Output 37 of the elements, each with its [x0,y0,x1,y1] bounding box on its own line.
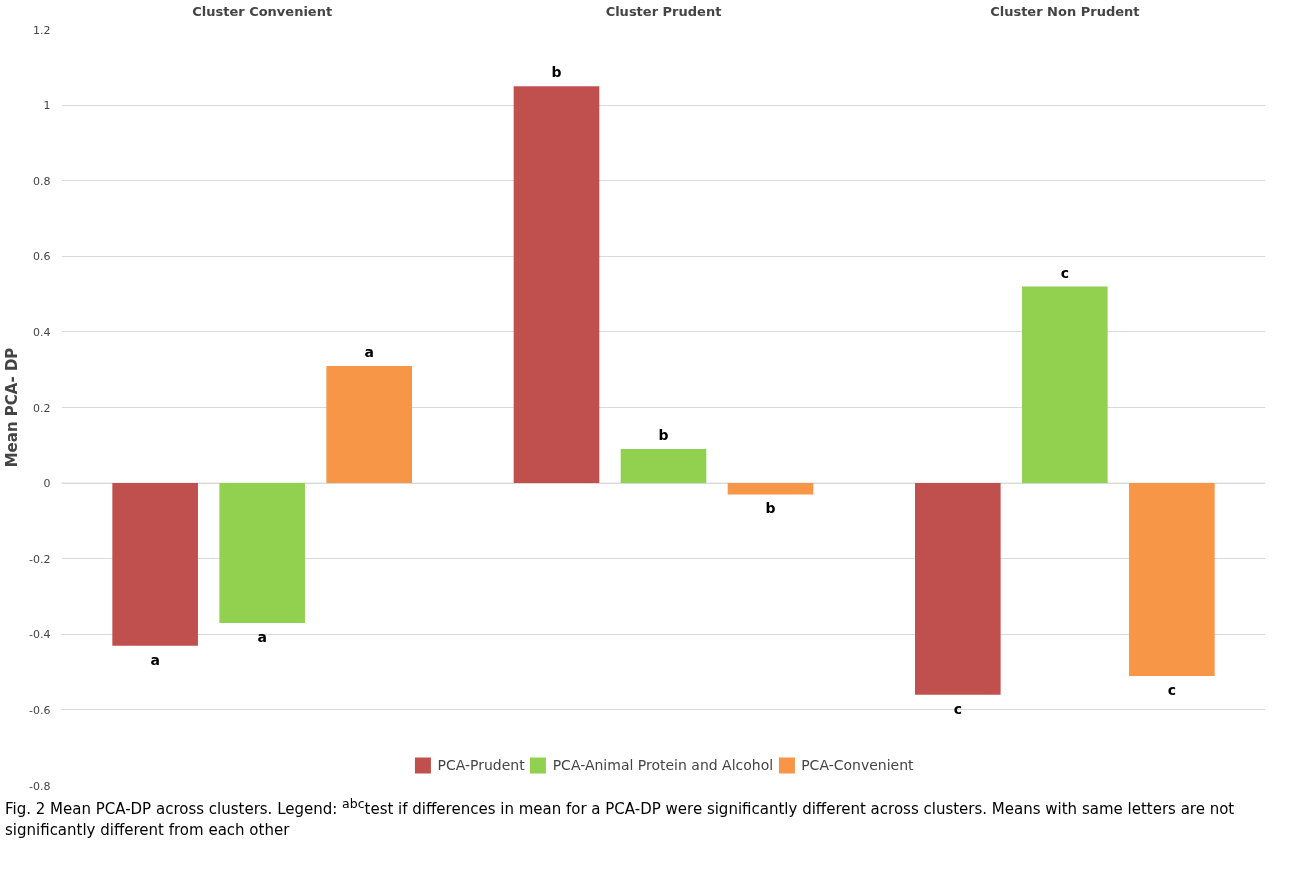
x-tick-label: Cluster Non Prudent [990,3,1140,19]
data-label: b [551,64,562,81]
x-tick-label: Cluster Convenient [192,3,333,19]
bar [326,365,412,484]
y-tick-label: 1.2 [33,23,51,37]
data-label: b [658,427,669,444]
y-tick-label: 0 [43,477,51,491]
y-tick-label: -0.4 [29,628,51,642]
y-axis-title: Mean PCA- DP [3,347,22,468]
data-label: c [953,700,962,717]
legend-label: PCA-Animal Protein and Alcohol [552,757,774,773]
bar [1129,483,1215,676]
bar [513,86,600,484]
data-label: a [150,651,160,668]
bar [915,483,1001,695]
y-tick-label: 0.4 [33,325,51,339]
legend-label: PCA-Convenient [801,757,914,773]
y-tick-label: -0.2 [29,552,51,566]
data-label: a [364,343,374,360]
legend-label: PCA-Prudent [437,757,525,773]
data-label: c [1167,681,1177,698]
y-tick-label: -0.8 [29,779,51,793]
text: Fig. 2 Mean PCA-DP across clusters. Legend: $^{abc}$test if differences in mean for a PCA-DP were significantly different across clusters. Means with same letters are not significantly different from each other [5,796,1235,840]
data-label: a [257,628,267,645]
y-tick-label: -0.6 [29,703,51,717]
data-label: c [1060,264,1069,281]
y-tick-label: 0.2 [33,401,51,415]
y-tick-label: 1 [43,99,51,113]
bar [219,483,305,623]
y-tick-label: 0.6 [33,250,51,264]
data-label: b [765,500,776,517]
bar [1022,286,1108,484]
bar [727,483,814,495]
x-tick-label: Cluster Prudent [605,3,722,19]
bar [620,449,707,484]
y-tick-label: 0.8 [33,174,51,188]
bar [112,483,198,646]
